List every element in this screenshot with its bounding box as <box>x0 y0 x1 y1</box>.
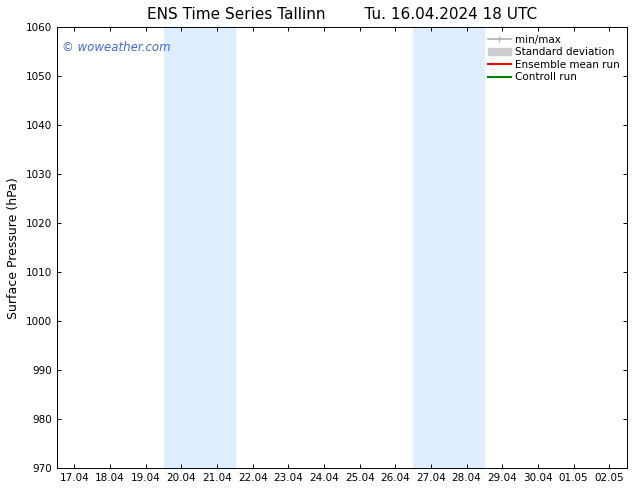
Legend: min/max, Standard deviation, Ensemble mean run, Controll run: min/max, Standard deviation, Ensemble me… <box>484 30 624 87</box>
Text: © woweather.com: © woweather.com <box>62 41 171 53</box>
Bar <box>413 27 484 468</box>
Y-axis label: Surface Pressure (hPa): Surface Pressure (hPa) <box>7 177 20 318</box>
Bar <box>164 27 235 468</box>
Title: ENS Time Series Tallinn        Tu. 16.04.2024 18 UTC: ENS Time Series Tallinn Tu. 16.04.2024 1… <box>146 7 537 22</box>
